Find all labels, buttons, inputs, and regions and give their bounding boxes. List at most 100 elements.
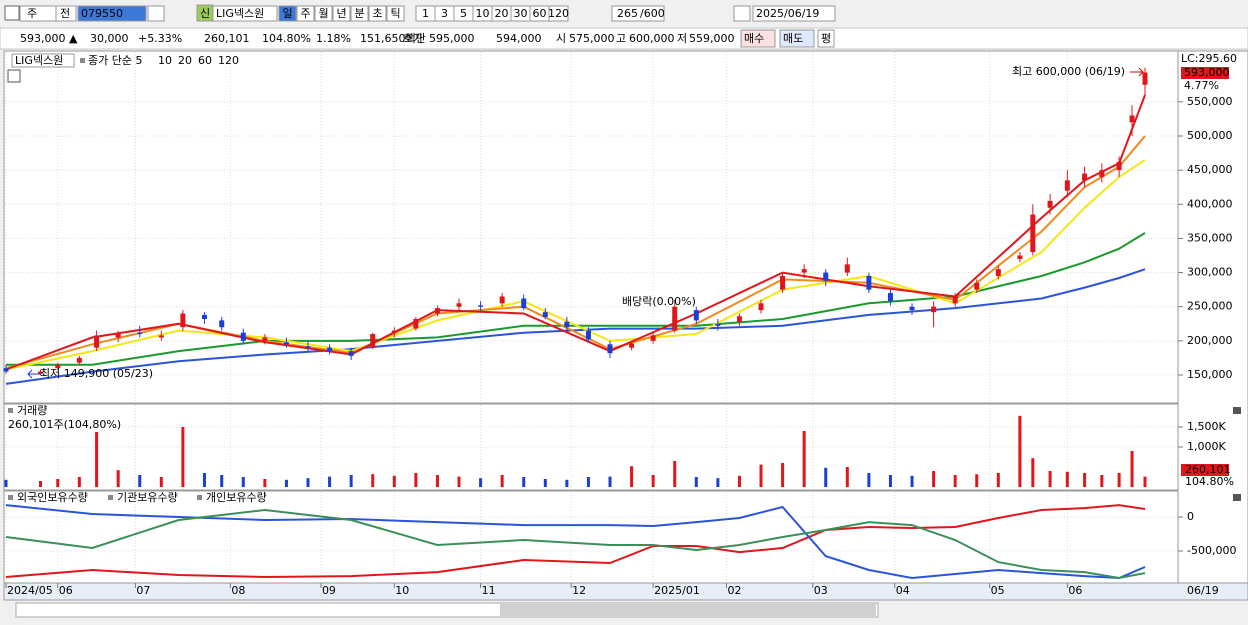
volume-bar — [1100, 475, 1104, 487]
period-button[interactable]: 주 — [300, 7, 310, 20]
period-button[interactable]: 분 — [354, 7, 364, 20]
y-tick-label: 1,000K — [1187, 440, 1226, 453]
volume-bar — [1130, 451, 1134, 487]
volume-bar — [1117, 473, 1121, 487]
period-button[interactable] — [368, 5, 387, 22]
search-button[interactable] — [147, 5, 165, 22]
trade-button[interactable]: 평 — [821, 32, 831, 45]
legend-name — [11, 53, 75, 68]
y-tick-label: 500,000 — [1187, 129, 1233, 142]
volume-bar — [1018, 415, 1022, 487]
panel-close[interactable] — [1233, 494, 1241, 501]
period-button[interactable]: 월 — [318, 7, 328, 20]
period-button[interactable] — [296, 5, 315, 22]
date-input[interactable]: 2025/06/19 — [756, 7, 819, 20]
trade-button[interactable] — [779, 29, 815, 48]
candle-body — [391, 330, 397, 333]
period-button[interactable] — [278, 5, 297, 22]
volume-bar — [1143, 476, 1147, 487]
count-input[interactable] — [611, 5, 665, 22]
quote-field: 고 — [616, 32, 626, 45]
period-button[interactable] — [386, 5, 405, 22]
volume-bar — [781, 463, 785, 487]
credit-badge[interactable]: 신 — [200, 7, 210, 20]
panel-close[interactable] — [1233, 407, 1241, 414]
interval-button[interactable]: 20 — [495, 7, 509, 20]
quote-field: 30,000 — [90, 32, 129, 45]
candle-body — [1017, 255, 1023, 259]
x-axis-area — [3, 582, 1248, 601]
period-button[interactable]: 일 — [282, 6, 292, 20]
interval-button[interactable]: 5 — [460, 7, 467, 20]
volume-bar — [349, 475, 353, 487]
interval-button[interactable]: 1 — [422, 7, 429, 20]
trade-button[interactable] — [740, 29, 776, 48]
candle-body — [219, 320, 225, 328]
period-button[interactable] — [314, 5, 333, 22]
y-tick-label: 300,000 — [1187, 266, 1233, 279]
market-select[interactable] — [19, 5, 57, 22]
candle-body — [909, 306, 915, 311]
x-tick-label: 07 — [136, 584, 150, 597]
interval-button[interactable]: 10 — [476, 7, 490, 20]
period-button[interactable]: 년 — [336, 7, 346, 20]
candle-body — [115, 334, 121, 338]
candle-body — [758, 303, 764, 311]
volume-bar — [500, 475, 504, 487]
prev-select[interactable] — [55, 5, 77, 22]
quote-field: 600,000 — [629, 32, 675, 45]
settings-button[interactable] — [733, 5, 751, 22]
trade-button[interactable]: 매수 — [744, 32, 764, 45]
x-tick-label: 2025/01 — [654, 584, 700, 597]
quote-field: +5.33% — [138, 32, 182, 45]
candle-body — [607, 344, 613, 354]
interval-button[interactable]: 30 — [514, 7, 528, 20]
candle-body — [3, 368, 9, 372]
scrollbar-thumb[interactable] — [500, 604, 876, 616]
prev-select[interactable]: 전 — [60, 7, 70, 20]
count-input[interactable]: 265 — [617, 7, 638, 20]
candle-body — [887, 293, 893, 302]
candle-body — [1064, 180, 1070, 191]
interval-button[interactable]: 60 — [533, 7, 547, 20]
interval-button[interactable]: 3 — [441, 7, 448, 20]
legend-label: 120 — [218, 54, 239, 67]
period-button[interactable]: 초 — [372, 7, 382, 20]
candle-body — [801, 269, 807, 273]
candle-body — [952, 296, 958, 304]
legend-label: 60 — [198, 54, 212, 67]
volume-bar — [543, 479, 547, 487]
code-input[interactable]: 079550 — [81, 7, 123, 20]
period-button[interactable] — [350, 5, 369, 22]
interval-button[interactable] — [548, 5, 569, 22]
candle-body — [736, 316, 742, 322]
legend-label: 10 — [158, 54, 172, 67]
series-line — [5, 268, 1146, 385]
menu-icon[interactable] — [4, 5, 20, 21]
period-button[interactable]: 틱 — [390, 7, 400, 20]
volume-bar — [673, 461, 677, 487]
stock-name: LIG넥스원 — [216, 7, 264, 20]
trade-button[interactable] — [817, 29, 835, 48]
candle-body — [715, 323, 721, 326]
market-select[interactable]: 주 — [27, 7, 37, 20]
x-tick-label: 04 — [896, 584, 910, 597]
series-line — [5, 94, 1146, 371]
volume-bar — [1065, 471, 1069, 487]
candle-body — [1099, 170, 1105, 177]
interval-button[interactable]: 120 — [548, 7, 569, 20]
candle-body — [76, 357, 82, 363]
period-button[interactable] — [332, 5, 351, 22]
candle-body — [283, 342, 289, 345]
quote-field: 593,000 ▲ — [20, 32, 78, 45]
trade-button[interactable]: 매도 — [783, 32, 803, 45]
legend-marker — [80, 58, 85, 63]
code-input[interactable] — [77, 5, 147, 22]
date-input[interactable] — [752, 5, 836, 22]
candle-body — [456, 303, 462, 307]
x-tick-label: 05 — [991, 584, 1005, 597]
calculator-icon[interactable] — [7, 69, 21, 83]
quote-field: 151,650백만 — [360, 32, 426, 45]
annotation: 최고 600,000 (06/19) — [1012, 65, 1125, 78]
y-tick-label: 250,000 — [1187, 300, 1233, 313]
